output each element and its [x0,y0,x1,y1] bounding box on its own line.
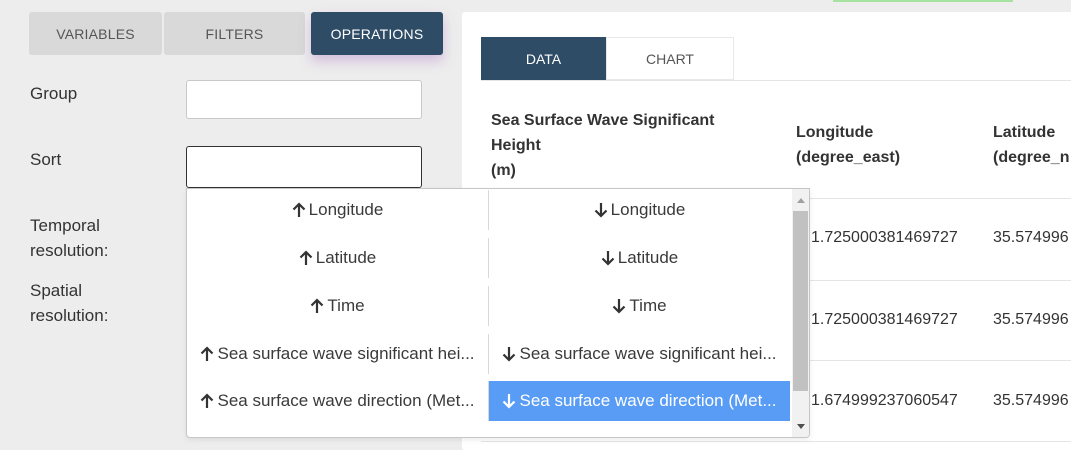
arrow-up-icon [201,393,214,408]
sort-option-time-desc[interactable]: Time [489,286,790,326]
cell-latitude: 35.574996 [993,311,1069,328]
sort-option-latitude-desc[interactable]: Latitude [489,238,790,278]
lat-header-line1: Latitude [993,124,1056,141]
row-divider [481,441,1071,442]
arrow-down-icon [503,347,516,362]
scrollbar-thumb[interactable] [793,211,808,391]
arrow-down-icon [613,299,626,314]
temporal-label-line2: resolution: [30,241,109,260]
wave-header-line2: Height [491,137,541,154]
tab-chart[interactable]: CHART [606,37,734,80]
wave-header-line1: Sea Surface Wave Significant [491,112,715,129]
option-label: Sea surface wave direction (Met... [217,391,475,410]
column-header-longitude[interactable]: Longitude (degree_east) [796,120,956,170]
arrow-up-icon [292,202,305,217]
option-label: Latitude [617,248,679,267]
tabs-divider [481,80,1071,81]
group-input[interactable] [186,80,422,119]
cell-longitude: 1.725000381469727 [811,311,958,328]
temporal-resolution-label: Temporal resolution: [30,213,108,263]
temporal-label-line1: Temporal [30,216,100,235]
spatial-label-line1: Spatial [30,281,82,300]
option-divider [488,238,489,278]
cell-longitude: 1.725000381469727 [811,229,958,246]
option-divider [488,190,489,230]
sort-label: Sort [30,150,62,169]
tab-operations[interactable]: OPERATIONS [311,12,443,55]
arrow-up-icon [311,298,324,313]
option-label: Sea surface wave direction (Met... [519,391,777,410]
cell-latitude: 35.574996 [993,229,1069,246]
sort-option-latitude-asc[interactable]: Latitude [187,238,488,278]
option-label: Time [629,296,667,315]
lat-header-line2: (degree_n [993,149,1070,166]
column-header-latitude[interactable]: Latitude (degree_n [993,120,1071,170]
spatial-resolution-label: Spatial resolution: [30,278,108,328]
sort-option-time-asc[interactable]: Time [187,286,488,326]
option-divider [488,381,489,421]
arrow-down-icon [503,394,516,409]
option-divider [488,286,489,326]
arrow-up-icon [299,250,313,265]
tab-data[interactable]: DATA [481,37,606,80]
option-divider [488,334,489,374]
lon-header-line2: (degree_east) [796,149,901,166]
top-accent-bar [833,0,1013,2]
option-label: Sea surface wave significant hei... [519,344,777,363]
sort-option-longitude-desc[interactable]: Longitude [489,190,790,230]
sort-input[interactable] [186,146,422,188]
option-label: Time [327,296,365,315]
option-label: Latitude [315,248,377,267]
sort-option-wave-direction-asc[interactable]: Sea surface wave direction (Met... [187,381,488,421]
option-label: Longitude [308,200,384,219]
tab-filters[interactable]: FILTERS [164,12,305,55]
scroll-up-icon[interactable] [792,193,809,208]
cell-latitude: 35.574996 [993,392,1069,409]
sort-option-wave-height-desc[interactable]: Sea surface wave significant hei... [489,334,790,374]
sort-option-wave-direction-desc[interactable]: Sea surface wave direction (Met... [489,381,790,421]
option-label: Longitude [610,200,686,219]
arrow-up-icon [201,346,214,361]
sort-dropdown-menu: Longitude Longitude Latitude Latitude Ti… [186,188,810,438]
spatial-label-line2: resolution: [30,306,109,325]
tab-variables[interactable]: VARIABLES [29,12,162,55]
sort-option-wave-height-asc[interactable]: Sea surface wave significant hei... [187,334,488,374]
column-header-wave-height[interactable]: Sea Surface Wave Significant Height (m) [491,108,751,183]
group-label: Group [30,84,78,103]
option-label: Sea surface wave significant hei... [217,344,475,363]
cell-longitude: 1.674999237060547 [811,392,958,409]
arrow-down-icon [594,203,607,218]
lon-header-line1: Longitude [796,124,874,141]
wave-header-line3: (m) [491,162,516,179]
sort-option-longitude-asc[interactable]: Longitude [187,190,488,230]
scroll-down-icon[interactable] [792,419,809,434]
arrow-down-icon [601,251,615,266]
